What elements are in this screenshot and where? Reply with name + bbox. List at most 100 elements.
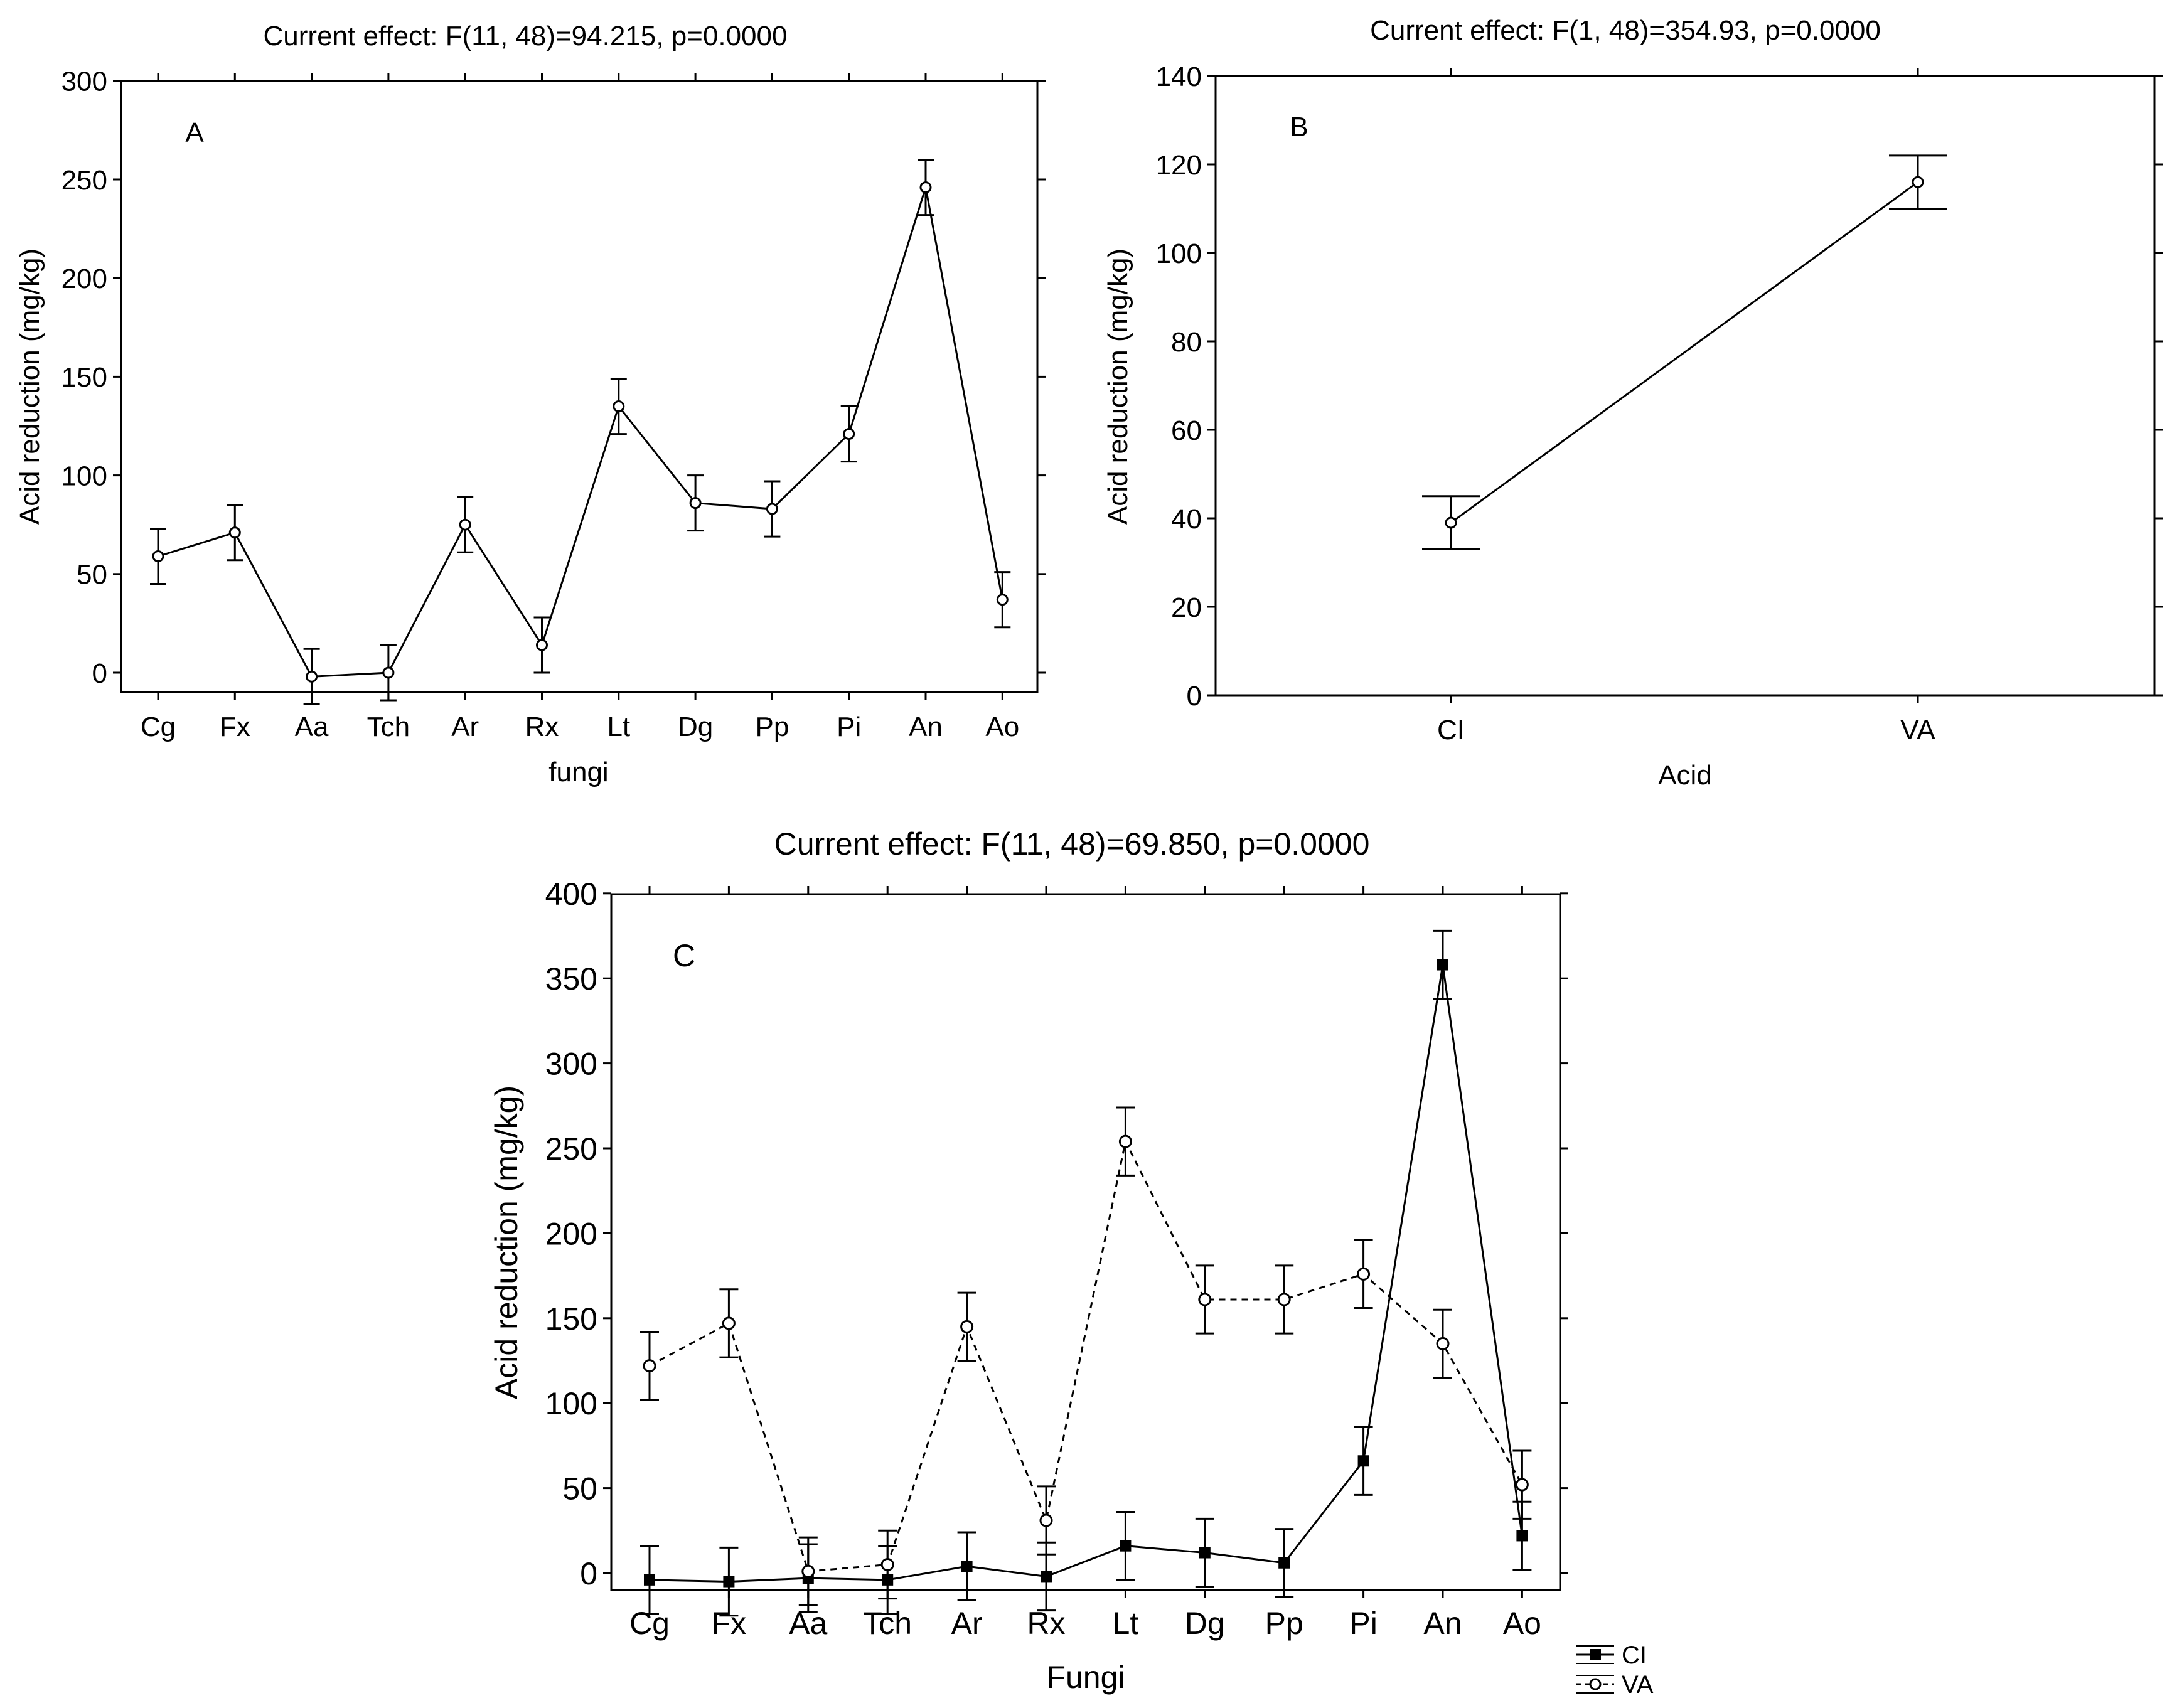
data-point-c-va [643, 1359, 656, 1373]
y-tick-label-c: 50 [562, 1471, 597, 1507]
data-point-a-mean [536, 639, 548, 651]
series-line-a-mean [158, 187, 1003, 678]
plot-frame-c [610, 893, 1561, 1591]
x-tick-label-a: Rx [525, 712, 559, 742]
y-tick-label-b: 80 [1171, 327, 1202, 358]
x-tick-label-a: Ao [985, 712, 1019, 742]
data-point-a-mean [459, 518, 471, 531]
data-point-c-ci [1278, 1557, 1290, 1569]
x-tick-label-c: Pp [1265, 1606, 1303, 1641]
data-point-c-ci [1516, 1530, 1528, 1542]
data-point-b-mean [1445, 516, 1457, 529]
data-point-a-mean [843, 428, 855, 440]
plot-frame-b [1214, 75, 2156, 697]
y-tick-label-b: 120 [1156, 150, 1202, 181]
panel-b-chart: Current effect: F(1, 48)=354.93, p=0.000… [1103, 15, 2163, 791]
y-tick-label-a: 300 [62, 67, 107, 97]
x-tick-label-a: Pi [837, 712, 861, 742]
y-tick-label-c: 250 [545, 1131, 597, 1166]
x-tick-label-c: Ar [951, 1606, 983, 1641]
x-axis-label-b: Acid [1658, 760, 1712, 791]
panel-letter-a: A [185, 117, 204, 148]
data-point-c-va [880, 1557, 894, 1571]
data-point-c-va [1515, 1478, 1529, 1492]
data-point-a-mean [228, 526, 241, 539]
y-tick-label-c: 300 [545, 1047, 597, 1082]
x-tick-label-a: Ar [451, 712, 479, 742]
data-point-a-mean [613, 400, 625, 413]
y-tick-label-a: 250 [62, 165, 107, 196]
x-axis-label-c: Fungi [1046, 1660, 1125, 1695]
x-tick-label-a: Fx [220, 712, 250, 742]
x-tick-label-a: Aa [295, 712, 329, 742]
x-tick-label-a: Pp [755, 712, 789, 742]
y-tick-label-c: 400 [545, 877, 597, 912]
data-point-c-ci [644, 1574, 655, 1586]
data-point-c-va [1277, 1293, 1291, 1306]
y-tick-label-b: 40 [1171, 504, 1202, 535]
y-tick-label-a: 200 [62, 264, 107, 294]
y-axis-label-c: Acid reduction (mg/kg) [489, 1086, 524, 1399]
data-point-c-ci [1041, 1571, 1052, 1583]
y-axis-label-b: Acid reduction (mg/kg) [1103, 248, 1133, 525]
data-point-c-ci [723, 1576, 735, 1588]
data-point-a-mean [689, 497, 702, 510]
x-tick-label-c: Rx [1027, 1606, 1065, 1641]
y-tick-label-b: 100 [1156, 238, 1202, 269]
panel-letter-b: B [1290, 112, 1308, 142]
series-line-c-va [649, 1138, 1523, 1572]
y-tick-label-a: 150 [62, 362, 107, 393]
data-point-c-ci [1437, 959, 1448, 971]
y-tick-label-c: 100 [545, 1386, 597, 1421]
data-point-a-mean [919, 181, 932, 194]
series-line-b-mean [1450, 181, 1918, 524]
x-tick-label-c: Dg [1185, 1606, 1225, 1641]
panel-c-chart: Current effect: F(11, 48)=69.850, p=0.00… [489, 826, 1654, 1699]
y-tick-label-a: 0 [92, 658, 107, 689]
y-tick-label-b: 140 [1156, 61, 1202, 92]
data-point-c-va [1357, 1267, 1371, 1281]
chart-title-a: Current effect: F(11, 48)=94.215, p=0.00… [264, 21, 788, 51]
x-axis-label-a: fungi [548, 757, 608, 787]
panel-a-chart: Current effect: F(11, 48)=94.215, p=0.00… [14, 21, 1046, 787]
y-tick-label-c: 0 [580, 1556, 597, 1591]
x-tick-label-a: Lt [607, 712, 630, 742]
data-point-c-va [1118, 1134, 1132, 1148]
data-point-c-ci [961, 1561, 973, 1572]
data-point-c-va [722, 1316, 736, 1330]
y-tick-label-c: 350 [545, 961, 597, 996]
legend-label-ci: CI [1622, 1641, 1647, 1669]
x-tick-label-b: VA [1900, 715, 1935, 745]
data-point-c-va [1039, 1513, 1053, 1527]
x-tick-label-a: Dg [678, 712, 713, 742]
data-point-c-ci [1199, 1547, 1211, 1559]
data-point-a-mean [996, 594, 1009, 606]
legend-marker-ci [1590, 1649, 1601, 1660]
data-point-a-mean [766, 503, 778, 515]
y-tick-label-b: 0 [1187, 681, 1202, 712]
data-point-b-mean [1912, 176, 1924, 188]
data-point-a-mean [382, 666, 395, 679]
chart-title-c: Current effect: F(11, 48)=69.850, p=0.00… [774, 826, 1370, 862]
y-tick-label-a: 50 [77, 560, 107, 590]
x-tick-label-a: An [909, 712, 943, 742]
y-tick-label-c: 200 [545, 1216, 597, 1251]
x-tick-label-c: Lt [1113, 1606, 1139, 1641]
legend-marker-va [1589, 1678, 1602, 1690]
y-tick-label-b: 60 [1171, 415, 1202, 446]
data-point-c-ci [1357, 1455, 1369, 1467]
data-point-a-mean [152, 550, 164, 563]
data-point-c-va [1436, 1337, 1450, 1350]
x-tick-label-a: Tch [367, 712, 410, 742]
data-point-c-va [1198, 1293, 1212, 1306]
legend-label-va: VA [1622, 1671, 1654, 1699]
x-tick-label-c: Pi [1349, 1606, 1377, 1641]
series-line-c-ci [649, 964, 1523, 1583]
data-point-c-ci [1120, 1540, 1132, 1552]
plot-frame-a [120, 80, 1039, 693]
data-point-c-va [801, 1564, 815, 1578]
y-tick-label-a: 100 [62, 461, 107, 491]
chart-title-b: Current effect: F(1, 48)=354.93, p=0.000… [1370, 15, 1881, 46]
x-tick-label-b: CI [1437, 715, 1465, 745]
